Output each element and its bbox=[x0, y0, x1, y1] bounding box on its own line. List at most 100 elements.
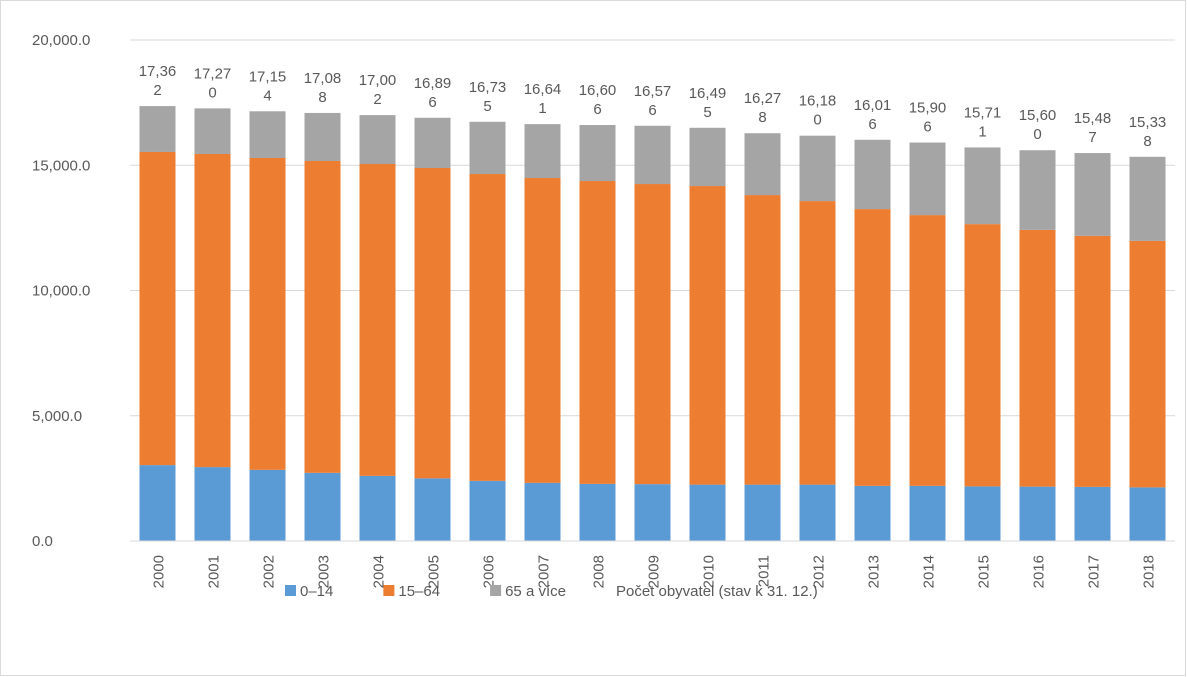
data-label-part: 0 bbox=[1033, 126, 1041, 143]
bar-segment bbox=[964, 224, 1001, 487]
data-label-part: 15,71 bbox=[964, 104, 1002, 121]
bar-segment bbox=[524, 124, 561, 179]
bar-segment bbox=[1129, 156, 1166, 241]
bar-segment bbox=[689, 186, 726, 485]
data-label: 17,15 4 bbox=[249, 68, 287, 104]
bar-segment bbox=[1129, 240, 1166, 488]
data-label-part: 1 bbox=[978, 123, 986, 140]
bar-segment bbox=[1074, 486, 1111, 541]
bar-segment bbox=[359, 163, 396, 476]
bar-segment bbox=[1019, 150, 1056, 230]
bar-segment bbox=[359, 115, 396, 164]
bar-segment bbox=[469, 174, 506, 481]
data-label-part: 6 bbox=[868, 116, 876, 133]
bar-segment bbox=[854, 139, 891, 210]
data-label: 16,01 6 bbox=[854, 97, 892, 133]
data-label-part: 15,48 bbox=[1074, 110, 1112, 127]
bar-segment bbox=[139, 465, 176, 541]
legend-label: Počet obyvatel (stav k 31. 12.) bbox=[616, 583, 818, 600]
data-label-part: 0 bbox=[813, 112, 821, 129]
bar-segment bbox=[854, 485, 891, 541]
bar-segment bbox=[249, 157, 286, 470]
bar-segment bbox=[579, 181, 616, 484]
data-label-part: 6 bbox=[593, 101, 601, 118]
bar-segment bbox=[579, 483, 616, 541]
x-tick-label: 2005 bbox=[426, 555, 443, 588]
data-label: 16,49 5 bbox=[689, 85, 727, 121]
x-tick-label: 2000 bbox=[151, 555, 168, 588]
data-label-part: 16,57 bbox=[634, 83, 672, 100]
data-label-part: 8 bbox=[318, 89, 326, 106]
bar-segment bbox=[689, 484, 726, 541]
bar-segment bbox=[1074, 153, 1111, 236]
bar-segment bbox=[909, 485, 946, 541]
x-tick-label: 2004 bbox=[371, 555, 388, 588]
bar-segment bbox=[249, 111, 286, 158]
data-label: 15,48 7 bbox=[1074, 110, 1112, 146]
data-label: 17,27 0 bbox=[194, 65, 232, 101]
data-label: 17,36 2 bbox=[139, 63, 177, 99]
bar-segment bbox=[304, 472, 341, 541]
legend-swatch bbox=[383, 585, 395, 596]
x-tick-label: 2001 bbox=[206, 555, 223, 588]
data-label: 16,89 6 bbox=[414, 75, 452, 111]
data-label-part: 17,00 bbox=[359, 72, 397, 89]
data-label: 17,00 2 bbox=[359, 72, 397, 108]
data-label-part: 17,08 bbox=[304, 70, 342, 87]
bar-segment bbox=[249, 469, 286, 541]
legend-swatch bbox=[285, 585, 296, 596]
bar-segment bbox=[634, 125, 671, 185]
bar-segment bbox=[799, 484, 836, 541]
bar-segment bbox=[579, 125, 616, 182]
data-label-part: 17,36 bbox=[139, 63, 177, 80]
y-tick-label: 10,000.0 bbox=[32, 283, 90, 300]
data-label-part: 7 bbox=[1088, 129, 1096, 146]
bar-segment bbox=[744, 195, 781, 485]
data-label-part: 2 bbox=[153, 82, 161, 99]
data-label-part: 17,27 bbox=[194, 65, 232, 82]
y-tick-label: 15,000.0 bbox=[32, 157, 90, 174]
bar-segment bbox=[414, 117, 451, 169]
bar-segment bbox=[854, 209, 891, 486]
y-tick-label: 5,000.0 bbox=[32, 408, 82, 425]
data-label-part: 2 bbox=[373, 91, 381, 108]
data-label-part: 1 bbox=[538, 100, 546, 117]
bar-segment bbox=[139, 151, 176, 466]
x-tick-label: 2015 bbox=[976, 555, 993, 588]
y-tick-label: 0.0 bbox=[32, 533, 53, 550]
y-tick-label: 20,000.0 bbox=[32, 32, 90, 49]
data-label-part: 16,89 bbox=[414, 75, 452, 92]
data-label-part: 6 bbox=[923, 119, 931, 136]
bar-segment bbox=[414, 478, 451, 541]
data-label: 17,08 8 bbox=[304, 70, 342, 106]
bar-segment bbox=[304, 112, 341, 161]
data-label-part: 16,73 bbox=[469, 79, 507, 96]
data-label-part: 5 bbox=[703, 104, 711, 121]
data-label-part: 16,01 bbox=[854, 97, 892, 114]
x-tick-label: 2006 bbox=[481, 555, 498, 588]
bar-segment bbox=[524, 178, 561, 483]
bar-segment bbox=[909, 142, 946, 216]
bar-segment bbox=[414, 168, 451, 479]
bar-segment bbox=[964, 486, 1001, 541]
bar-segment bbox=[964, 147, 1001, 225]
x-tick-label: 2002 bbox=[261, 555, 278, 588]
x-tick-label: 2008 bbox=[591, 555, 608, 588]
bar-segment bbox=[1129, 487, 1166, 541]
bar-segment bbox=[139, 106, 176, 152]
x-tick-label: 2003 bbox=[316, 555, 333, 588]
legend-swatch bbox=[490, 585, 502, 596]
bar-segment bbox=[359, 475, 396, 541]
data-label-part: 16,64 bbox=[524, 81, 562, 98]
data-label: 16,73 5 bbox=[469, 79, 507, 115]
data-label-part: 0 bbox=[208, 84, 216, 101]
x-tick-label: 2014 bbox=[921, 555, 938, 588]
x-tick-label: 2017 bbox=[1086, 555, 1103, 588]
x-tick-label: 2013 bbox=[866, 555, 883, 588]
bar-segment bbox=[194, 467, 231, 541]
x-tick-label: 2010 bbox=[701, 555, 718, 588]
data-label: 15,71 1 bbox=[964, 104, 1002, 140]
bar-segment bbox=[1019, 229, 1056, 487]
bar-segment bbox=[909, 215, 946, 486]
